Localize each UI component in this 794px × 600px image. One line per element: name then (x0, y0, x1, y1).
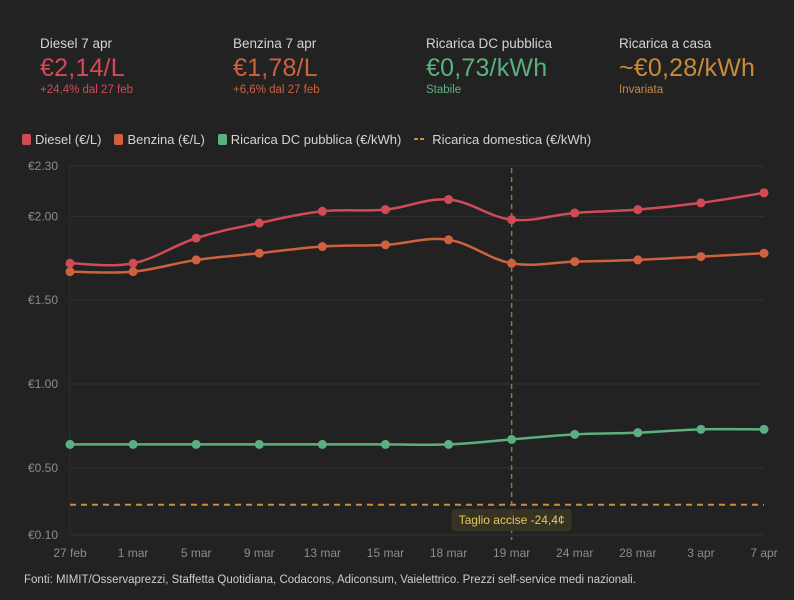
data-point (65, 439, 75, 449)
kpi-row: Diesel 7 apr €2,14/L +24,4% dal 27 feb B… (40, 36, 794, 106)
series-group (65, 188, 769, 449)
series-line (69, 191, 765, 267)
data-point (380, 240, 390, 250)
x-tick-label: 24 mar (556, 546, 593, 560)
legend-label: Benzina (€/L) (127, 131, 205, 147)
grid (69, 165, 764, 536)
kpi-benzina: Benzina 7 apr €1,78/L +6,6% dal 27 feb (233, 36, 423, 97)
data-point (444, 439, 454, 449)
annotation-box (451, 509, 572, 531)
data-point (696, 198, 706, 208)
data-point (65, 258, 75, 268)
data-point (191, 233, 201, 243)
legend-item-ricarica-domestica[interactable]: Ricarica domestica (€/kWh) (414, 132, 591, 147)
kpi-sub: Invariata (619, 84, 664, 96)
data-point (507, 215, 517, 225)
sources-footer: Fonti: MIMIT/Osservaprezzi, Staffetta Qu… (24, 574, 636, 586)
kpi-value: €1,78/L (233, 54, 318, 82)
kpi-label: Ricarica a casa (619, 36, 712, 51)
x-tick-label: 19 mar (493, 546, 530, 560)
x-tick-label: 3 apr (687, 546, 714, 560)
data-point (254, 439, 264, 449)
kpi-label: Ricarica DC pubblica (426, 36, 553, 51)
data-point (570, 429, 580, 439)
data-point (759, 188, 769, 198)
series-line (70, 427, 765, 447)
legend-item-benzina[interactable]: Benzina (€/L) (114, 131, 205, 147)
data-point (128, 267, 138, 277)
data-point (380, 439, 390, 449)
data-point (570, 208, 580, 218)
legend-label: Ricarica domestica (€/kWh) (432, 131, 592, 147)
data-point (444, 235, 454, 245)
data-point (696, 252, 706, 262)
data-point (317, 439, 327, 449)
y-tick-label: €0.50 (28, 461, 58, 475)
legend-label: Diesel (€/L) (35, 131, 102, 147)
line-chart: €2.30 €2.00 €1.50 €1.00 €0.50 €0.10 27 feb 1 m… (28, 159, 778, 560)
data-point (380, 205, 390, 215)
y-tick-label: €1.50 (28, 293, 58, 307)
y-tick-label: €1.00 (28, 377, 58, 391)
data-point (633, 428, 643, 438)
kpi-sub: Stabile (426, 84, 462, 96)
x-tick-label: 9 mar (244, 546, 275, 560)
x-tick-label: 27 feb (53, 546, 87, 560)
x-tick-label: 15 mar (367, 546, 404, 560)
data-point (444, 195, 454, 205)
data-point (633, 255, 643, 265)
kpi-value: €2,14/L (40, 54, 125, 82)
y-tick-label: €2.00 (28, 209, 58, 223)
data-point (317, 242, 327, 252)
data-point (254, 218, 264, 228)
legend-dash-swatch (414, 138, 427, 140)
data-point (128, 258, 138, 268)
series-1 (65, 235, 769, 277)
chart-legend: Diesel (€/L) Benzina (€/L) Ricarica DC p… (22, 130, 604, 148)
y-tick-label: €2.30 (28, 159, 58, 173)
data-point (317, 206, 327, 216)
kpi-label: Benzina 7 apr (233, 36, 317, 51)
series-line (69, 237, 765, 274)
data-point (191, 439, 201, 449)
y-tick-label: €0.10 (28, 528, 58, 542)
legend-swatch (114, 133, 124, 145)
series-2 (65, 424, 769, 449)
data-point (65, 267, 75, 277)
legend-label: Ricarica DC pubblica (€/kWh) (230, 131, 402, 147)
data-point (507, 434, 517, 444)
kpi-ricarica-casa: Ricarica a casa ~€0,28/kWh Invariata (619, 36, 794, 97)
y-axis: €2.30 €2.00 €1.50 €1.00 €0.50 €0.10 (28, 159, 58, 542)
data-point (128, 439, 138, 449)
legend-swatch (22, 133, 31, 145)
kpi-value: €0,73/kWh (426, 54, 548, 82)
data-point (191, 255, 201, 265)
data-point (633, 205, 643, 215)
x-tick-label: 13 mar (304, 546, 341, 560)
annotation-labels: Taglio accise -24,4¢ (451, 509, 572, 531)
legend-item-diesel[interactable]: Diesel (€/L) (22, 132, 101, 147)
data-point (759, 424, 769, 434)
series-0 (65, 188, 769, 268)
data-point (696, 424, 706, 434)
annotation-label: Taglio accise -24,4¢ (459, 513, 565, 527)
data-point (570, 257, 580, 267)
legend-item-ricarica-dc[interactable]: Ricarica DC pubblica (€/kWh) (217, 131, 402, 147)
x-tick-label: 28 mar (619, 546, 656, 560)
x-tick-label: 18 mar (430, 546, 467, 560)
x-tick-label: 7 apr (750, 546, 777, 560)
data-point (507, 258, 517, 268)
x-tick-label: 5 mar (181, 546, 212, 560)
legend-swatch (217, 133, 227, 145)
kpi-value: ~€0,28/kWh (619, 54, 756, 82)
x-axis: 27 feb 1 mar 5 mar 9 mar 13 mar 15 mar 18 mar 1… (53, 546, 777, 560)
x-tick-label: 1 mar (118, 546, 149, 560)
kpi-sub: +24,4% dal 27 feb (40, 84, 134, 96)
kpi-diesel: Diesel 7 apr €2,14/L +24,4% dal 27 feb (40, 36, 230, 97)
kpi-label: Diesel 7 apr (40, 36, 113, 51)
data-point (254, 248, 264, 258)
kpi-sub: +6,6% dal 27 feb (233, 84, 320, 96)
kpi-ricarica-dc: Ricarica DC pubblica €0,73/kWh Stabile (426, 36, 616, 97)
data-point (759, 248, 769, 258)
